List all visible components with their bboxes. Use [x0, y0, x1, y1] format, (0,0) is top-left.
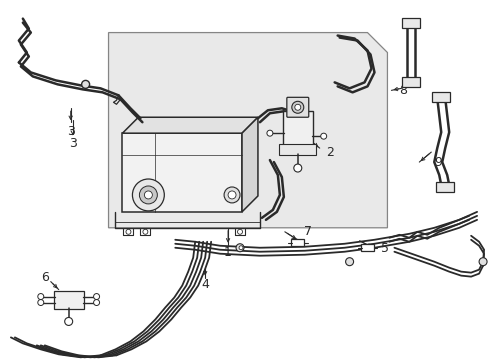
FancyBboxPatch shape — [435, 182, 453, 192]
Circle shape — [478, 258, 486, 266]
Circle shape — [227, 191, 236, 199]
Text: 1: 1 — [224, 246, 231, 259]
Text: 3: 3 — [69, 137, 77, 150]
Circle shape — [266, 130, 272, 136]
Polygon shape — [122, 117, 258, 133]
Text: 3: 3 — [66, 125, 75, 138]
Circle shape — [144, 191, 152, 199]
Circle shape — [64, 318, 73, 325]
Circle shape — [237, 229, 242, 234]
FancyBboxPatch shape — [279, 144, 316, 154]
FancyBboxPatch shape — [431, 92, 449, 102]
Circle shape — [291, 101, 303, 113]
Text: 6: 6 — [41, 271, 49, 284]
Circle shape — [126, 229, 131, 234]
Circle shape — [236, 244, 244, 252]
Circle shape — [38, 300, 44, 306]
Circle shape — [293, 164, 301, 172]
Circle shape — [38, 293, 44, 300]
Text: 9: 9 — [433, 156, 441, 168]
Circle shape — [345, 258, 353, 266]
Circle shape — [93, 293, 100, 300]
Polygon shape — [242, 117, 258, 212]
FancyBboxPatch shape — [291, 239, 304, 246]
FancyBboxPatch shape — [282, 111, 312, 151]
Circle shape — [93, 300, 100, 306]
Text: 2: 2 — [325, 145, 333, 159]
Text: 8: 8 — [399, 84, 407, 97]
FancyBboxPatch shape — [402, 18, 420, 28]
Polygon shape — [122, 133, 242, 212]
FancyBboxPatch shape — [360, 244, 373, 251]
Circle shape — [239, 246, 243, 250]
Text: 4: 4 — [201, 278, 209, 291]
Circle shape — [142, 229, 147, 234]
FancyBboxPatch shape — [286, 97, 308, 117]
Text: 7: 7 — [303, 225, 311, 238]
Circle shape — [224, 187, 240, 203]
Circle shape — [320, 133, 326, 139]
FancyBboxPatch shape — [402, 77, 420, 87]
Circle shape — [132, 179, 164, 211]
Text: 5: 5 — [381, 242, 388, 255]
Polygon shape — [108, 32, 386, 228]
Circle shape — [294, 104, 300, 110]
FancyBboxPatch shape — [54, 291, 83, 309]
Circle shape — [81, 80, 89, 88]
Circle shape — [139, 186, 157, 204]
